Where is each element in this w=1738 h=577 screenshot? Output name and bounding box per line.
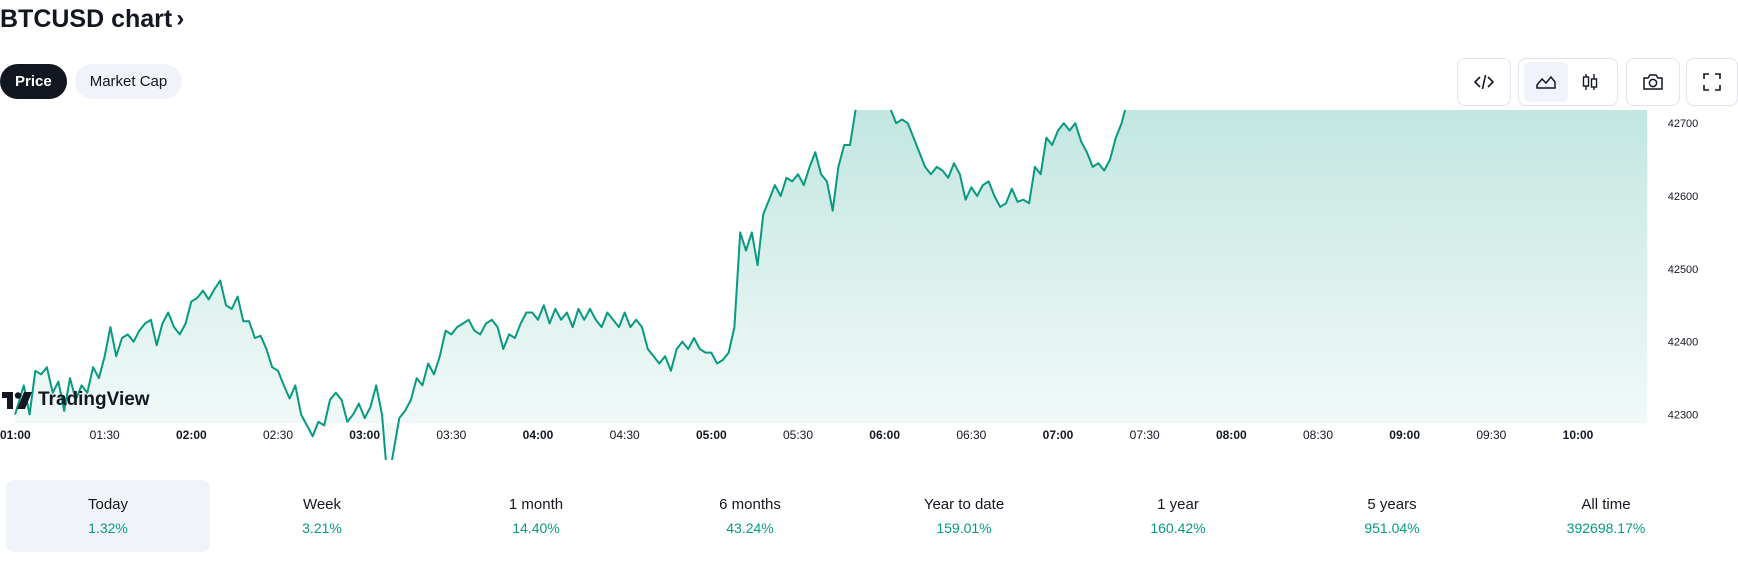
x-tick-label: 01:30 xyxy=(89,428,120,442)
x-tick-label: 05:30 xyxy=(782,428,814,442)
period-change-value: 1.32% xyxy=(88,520,128,536)
price-line xyxy=(14,0,1631,485)
camera-icon xyxy=(1643,74,1663,90)
chart-style-group xyxy=(1518,58,1618,106)
x-tick-label: 06:00 xyxy=(869,428,901,442)
tradingview-logo-icon xyxy=(2,391,32,409)
tradingview-wordmark: TradingView xyxy=(38,389,150,410)
snapshot-button[interactable] xyxy=(1631,62,1675,102)
chart-mode-tabs: Price Market Cap xyxy=(0,64,183,99)
period-label: Year to date xyxy=(923,496,1005,513)
period-change-value: 43.24% xyxy=(726,520,774,536)
tab-price[interactable]: Price xyxy=(0,64,67,99)
period-all-time[interactable]: All time 392698.17% xyxy=(1504,480,1708,552)
area-style-button[interactable] xyxy=(1524,62,1568,102)
period-6-months[interactable]: 6 months 43.24% xyxy=(648,480,852,552)
code-icon xyxy=(1473,74,1495,90)
performance-row: Today 1.32% Week 3.21% 1 month 14.40% 6 months… xyxy=(0,480,1738,556)
fullscreen-button[interactable] xyxy=(1690,62,1734,102)
price-chart[interactable]: 42300424004250042600427004280042885 xyxy=(0,0,1738,485)
period-label: 6 months xyxy=(719,496,781,513)
y-tick-label: 42400 xyxy=(1668,337,1699,349)
price-area-fill xyxy=(15,0,1648,484)
candlestick-icon xyxy=(1582,74,1598,90)
x-tick-label: 04:30 xyxy=(609,428,640,442)
snapshot-tool-group xyxy=(1626,58,1680,106)
fullscreen-icon xyxy=(1703,73,1721,91)
period-1-year[interactable]: 1 year 160.42% xyxy=(1076,480,1280,552)
x-tick-label: 02:30 xyxy=(262,428,294,442)
y-tick-label: 42600 xyxy=(1668,191,1699,203)
x-tick-label: 04:00 xyxy=(522,428,554,442)
chart-title: BTCUSD chart xyxy=(0,4,173,33)
period-label: 1 month xyxy=(508,496,564,513)
x-tick-label: 06:30 xyxy=(956,428,987,442)
candle-style-button[interactable] xyxy=(1568,62,1612,102)
area-chart-icon xyxy=(1536,75,1556,89)
period-label: All time xyxy=(1581,496,1631,513)
x-tick-label: 07:30 xyxy=(1129,428,1160,442)
y-tick-label: 42500 xyxy=(1668,264,1699,276)
embed-tool-group xyxy=(1457,58,1511,106)
x-tick-label: 08:00 xyxy=(1215,428,1247,442)
tab-market-cap[interactable]: Market Cap xyxy=(74,64,183,99)
period-today[interactable]: Today 1.32% xyxy=(6,480,210,552)
period-change-value: 160.42% xyxy=(1150,520,1206,536)
period-year-to-date[interactable]: Year to date 159.01% xyxy=(862,480,1066,552)
period-label: Today xyxy=(87,496,129,513)
x-tick-label: 02:00 xyxy=(175,428,207,442)
period-1-month[interactable]: 1 month 14.40% xyxy=(434,480,638,552)
x-tick-label: 08:30 xyxy=(1302,428,1334,442)
period-label: Week xyxy=(302,496,342,513)
period-change-value: 3.21% xyxy=(302,520,342,536)
price-chart-svg: 42300424004250042600427004280042885 xyxy=(14,0,1699,485)
x-tick-label: 09:00 xyxy=(1389,428,1421,442)
period-change-value: 951.04% xyxy=(1364,520,1420,536)
fullscreen-tool-group xyxy=(1686,58,1738,106)
x-tick-label: 03:00 xyxy=(349,428,381,442)
period-week[interactable]: Week 3.21% xyxy=(220,480,424,552)
x-tick-label: 10:00 xyxy=(1562,428,1594,442)
period-label: 1 year xyxy=(1157,496,1199,513)
period-label: 5 years xyxy=(1367,496,1417,513)
chevron-right-icon: › xyxy=(176,5,185,32)
x-tick-label: 03:30 xyxy=(436,428,467,442)
y-tick-label: 42300 xyxy=(1668,410,1699,422)
period-5-years[interactable]: 5 years 951.04% xyxy=(1290,480,1494,552)
x-tick-label: 05:00 xyxy=(695,428,727,442)
x-tick-label: 01:00 xyxy=(0,428,31,442)
embed-button[interactable] xyxy=(1462,62,1506,102)
period-change-value: 159.01% xyxy=(936,520,992,536)
chart-title-link[interactable]: BTCUSD chart › xyxy=(0,2,184,36)
y-tick-label: 42700 xyxy=(1668,118,1699,130)
x-tick-label: 09:30 xyxy=(1476,428,1507,442)
x-tick-label: 07:00 xyxy=(1042,428,1074,442)
tradingview-watermark: TradingView xyxy=(2,389,150,411)
period-change-value: 14.40% xyxy=(512,520,560,536)
x-axis: 01:00 01:30 02:00 02:30 03:00 03:30 04:00 04:30… xyxy=(0,428,1738,448)
period-change-value: 392698.17% xyxy=(1566,520,1646,536)
